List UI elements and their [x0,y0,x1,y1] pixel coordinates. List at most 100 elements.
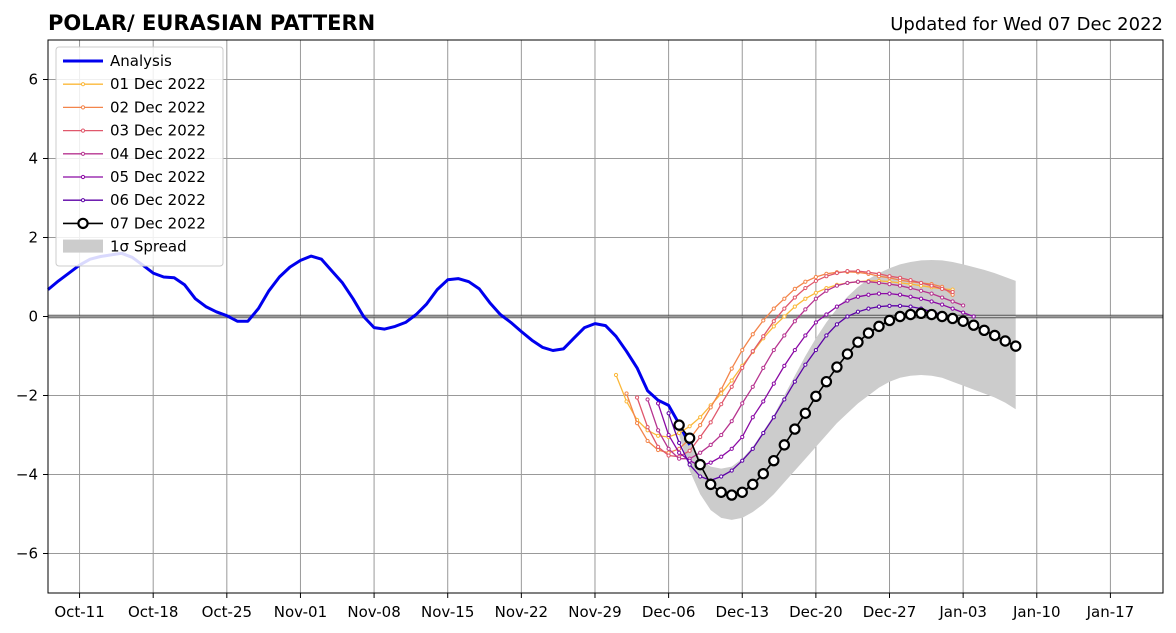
axis-ticks: Oct-11 Oct-18 Oct-25 Nov-01 Nov-08 Nov-15 Nov-… [16,71,1134,622]
series-f04-marker [940,295,945,300]
series-f04-marker [813,296,818,301]
series-f05-marker [897,292,903,297]
series-f05-marker [666,432,671,438]
series-f04-marker [771,347,776,353]
series-f05-marker [855,294,861,299]
series-f06-marker [803,362,808,367]
legend-label: 07 Dec 2022 [110,214,206,232]
series-f03-marker [761,334,766,339]
x-tick-label: Jan-03 [938,603,987,621]
series-f02-marker [813,274,818,280]
chart-title: POLAR/ EURASIAN PATTERN [48,11,375,35]
series-f04-marker [855,279,861,284]
series-f03-marker [940,286,945,291]
x-tick-label: Oct-25 [202,603,252,621]
series-f04-marker [698,450,703,455]
series-f05-marker [813,320,818,325]
series-f07-marker [736,486,748,498]
series-f03-marker [729,384,734,389]
series-f03-marker [655,444,661,449]
series-f04-marker [834,283,840,288]
series-f02-marker [729,366,734,371]
series-f07-marker [957,315,969,327]
series-f04-marker [824,288,829,293]
series-f01-marker [613,372,619,378]
series-f04-marker [750,384,755,389]
spread-band-area [679,260,1016,520]
series-f06-marker [698,474,703,479]
series-f01-marker [729,378,734,383]
series-f07-marker [967,319,980,331]
series-f03-marker [845,268,850,274]
series-f05-marker [971,314,976,319]
x-tick-label: Nov-29 [568,603,621,621]
series-f02-marker [782,296,787,301]
series-f05-marker [740,434,745,440]
legend-label: 01 Dec 2022 [110,75,206,93]
series-f06-marker [824,333,829,338]
x-tick-label: Nov-08 [347,603,400,621]
x-tick-label: Dec-20 [789,603,843,621]
series-f04-marker [645,397,650,402]
series-f07-marker [999,335,1011,347]
series-f06-marker [687,462,692,467]
series-f03-marker [750,349,755,354]
series-f07-marker [778,439,791,451]
series-f07-marker [799,407,812,419]
y-tick-label: 6 [28,71,38,89]
series-f01-marker [687,424,692,429]
series-f02-marker [803,279,808,284]
series-f03-marker [792,295,797,300]
series-f05-marker [677,450,682,455]
series-f07-marker [683,432,696,444]
series-f01-marker [782,314,787,319]
series-group [47,251,1022,501]
legend-label: 05 Dec 2022 [110,168,206,186]
series-f05-marker [782,363,787,368]
series-f03-marker [645,425,650,430]
series-f01-marker [803,296,808,301]
series-f07-marker [810,390,822,402]
series-f03-marker [897,275,903,280]
series-f04-marker [740,401,745,406]
series-f07-marker [820,375,833,388]
series-f04-marker [655,428,661,433]
y-tick-label: 0 [28,308,38,326]
x-tick-label: Dec-13 [715,603,769,621]
series-f02-marker [698,423,703,428]
series-f02-marker [634,421,640,426]
series-f07-marker [831,361,843,373]
series-f02-marker [750,332,755,337]
series-f05-marker [792,347,797,353]
series-f01-marker [655,433,661,438]
series-f03-marker [698,434,703,440]
series-f04-marker [782,333,787,338]
series-f07-marker [978,324,990,337]
series-f05-marker [708,460,713,465]
series-f03-marker [918,280,924,286]
spread-band [679,260,1016,520]
series-f07-marker [841,348,854,360]
series-f04-marker [897,283,903,288]
series-f05-marker [887,291,892,296]
series-f03-marker [824,274,829,279]
series-f06-marker [782,397,787,402]
series-f06-marker [845,314,850,319]
series-f07-marker [747,478,759,491]
series-f07-marker [852,336,864,348]
series-f04-marker [866,279,871,284]
analysis-line [47,251,692,446]
legend-label: 02 Dec 2022 [110,98,206,116]
series-f07-marker [883,314,896,327]
y-tick-label: −2 [16,387,38,405]
series-f03-marker [855,268,861,274]
series-f07-marker [915,307,927,320]
series-f02-marker [792,286,797,291]
series-f04-marker [803,307,808,312]
series-f07-marker [768,454,780,467]
series-f01-marker [813,290,818,295]
legend-marker-f07 [77,217,89,230]
series-f06-marker [866,306,871,311]
series-f04-marker [918,288,924,293]
